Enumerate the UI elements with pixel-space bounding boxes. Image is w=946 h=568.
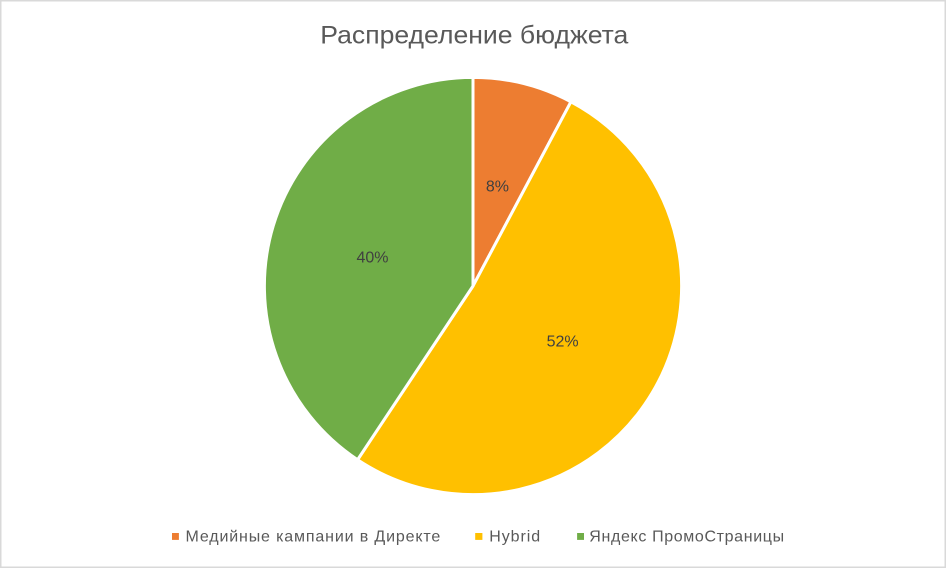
svg-text:Распределение бюджета: Распределение бюджета xyxy=(320,22,628,50)
svg-text:52%: 52% xyxy=(547,333,579,350)
svg-text:Медийные кампании в Директе: Медийные кампании в Директе xyxy=(186,529,441,546)
svg-text:Hybrid: Hybrid xyxy=(489,529,540,546)
svg-text:40%: 40% xyxy=(356,250,388,267)
svg-text:8%: 8% xyxy=(486,179,509,196)
svg-text:Яндекс ПромоСтраницы: Яндекс ПромоСтраницы xyxy=(589,529,784,546)
